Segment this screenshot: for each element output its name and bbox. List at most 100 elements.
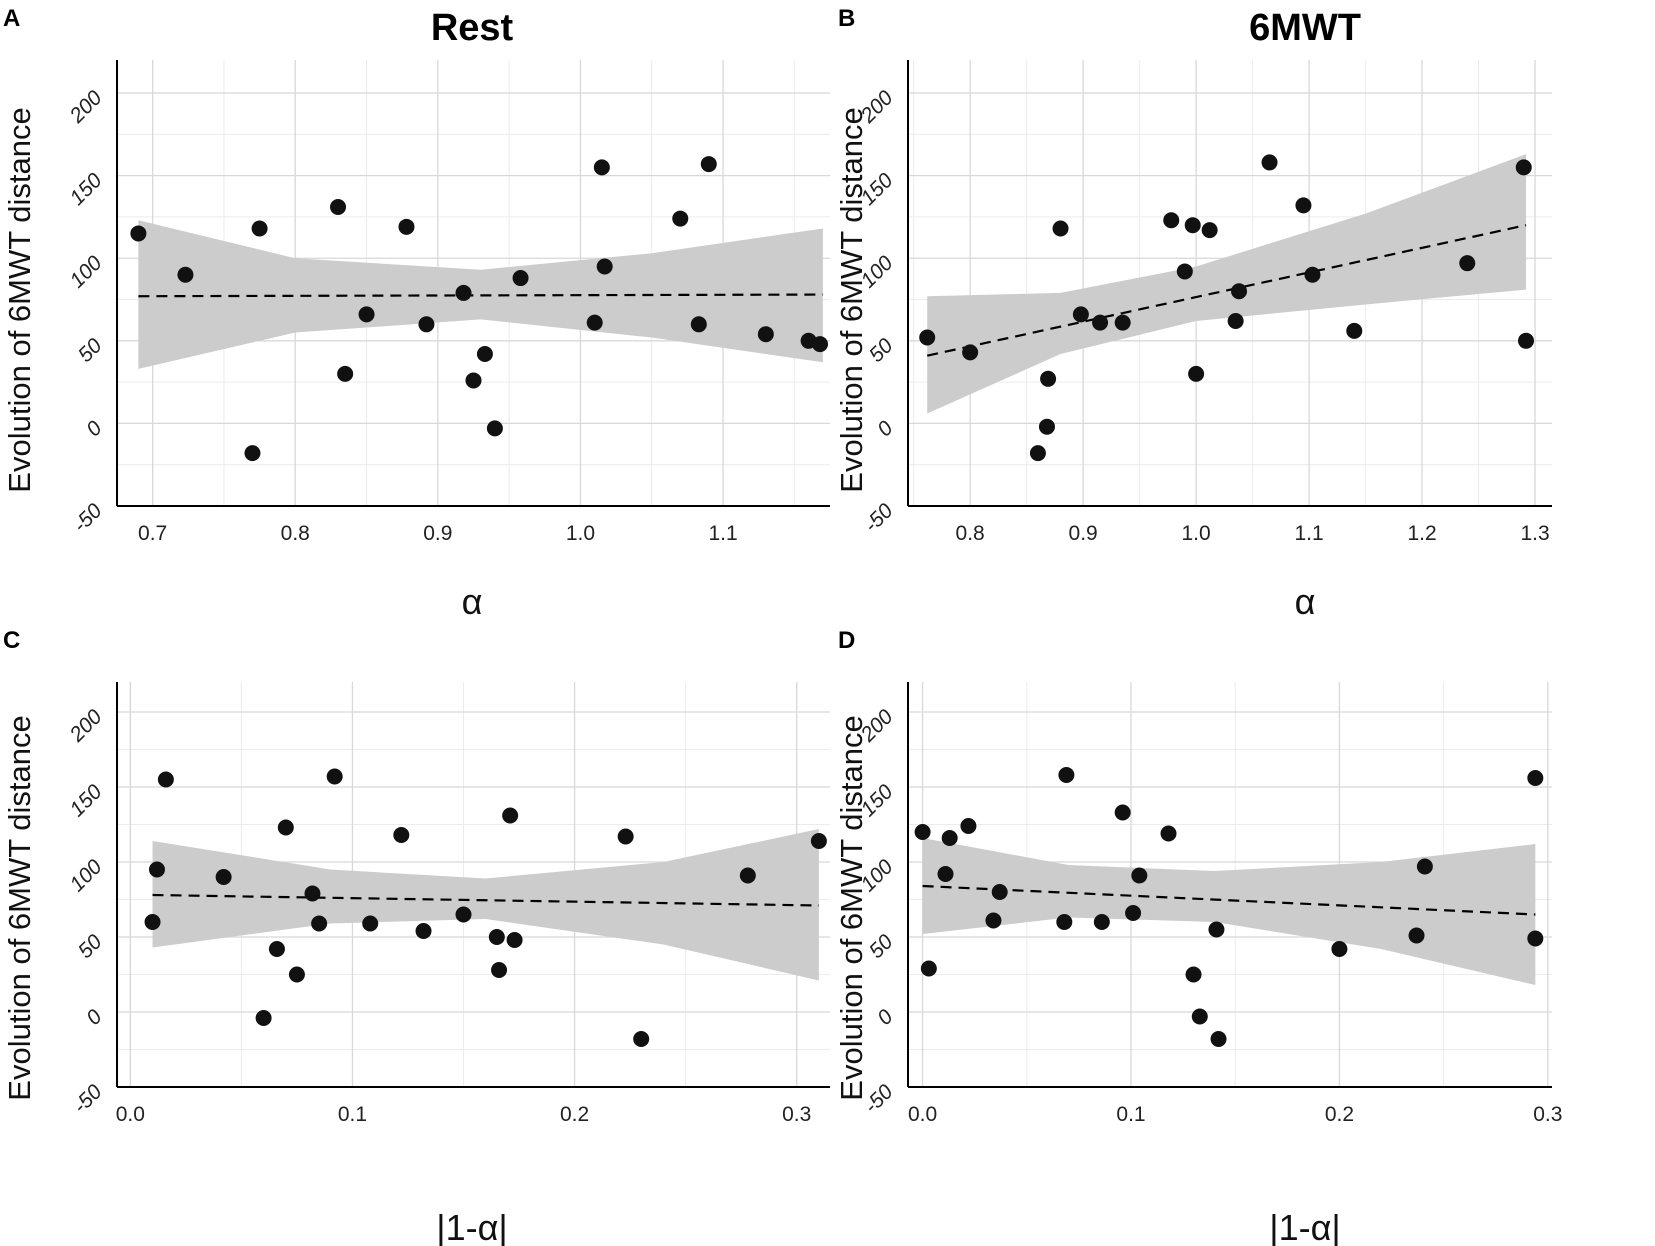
data-point xyxy=(1459,255,1476,272)
x-tick-label: 1.3 xyxy=(1520,522,1549,545)
data-point xyxy=(157,771,174,788)
y-tick-label: 150 xyxy=(65,169,106,210)
x-tick-label: 0.9 xyxy=(423,522,452,545)
x-tick-label: 0.7 xyxy=(138,522,167,545)
y-tick-label: 50 xyxy=(865,334,898,367)
data-point xyxy=(1176,263,1193,280)
data-point xyxy=(1261,154,1278,171)
panel-a: 0.7 0.8 0.9 1.0 1.1 -50 0 50 100 150 200 A Rest Ev… xyxy=(2,5,830,622)
data-point xyxy=(1527,930,1544,947)
data-point xyxy=(418,316,435,333)
data-point xyxy=(914,824,931,840)
data-point xyxy=(1114,804,1131,821)
plot-area: 0.7 0.8 0.9 1.0 1.1 -50 0 50 100 150 200 xyxy=(65,60,830,545)
data-point xyxy=(268,941,285,957)
y-tick-label: 100 xyxy=(65,251,106,292)
data-point xyxy=(288,966,305,983)
data-point xyxy=(617,828,634,845)
confidence-band xyxy=(927,154,1527,414)
data-point xyxy=(960,818,977,834)
data-point xyxy=(1304,266,1321,283)
data-point xyxy=(244,445,261,462)
data-point xyxy=(1188,365,1205,382)
data-point xyxy=(330,199,347,216)
x-tick-label: 0.0 xyxy=(116,1103,145,1126)
data-point xyxy=(455,284,472,301)
data-point xyxy=(941,830,958,846)
data-point xyxy=(398,218,415,235)
panel-label-b: B xyxy=(838,5,855,32)
data-point xyxy=(512,270,529,287)
data-point xyxy=(700,156,717,173)
data-point xyxy=(358,306,375,323)
confidence-band xyxy=(922,838,1536,985)
data-point xyxy=(1527,770,1544,786)
data-point xyxy=(488,929,505,945)
x-tick-label: 1.2 xyxy=(1407,522,1436,545)
data-point xyxy=(991,884,1008,900)
data-point xyxy=(985,912,1002,929)
panel-title-6mwt: 6MWT xyxy=(1249,7,1361,49)
regression-line xyxy=(922,884,1536,916)
y-tick-label: 50 xyxy=(74,930,107,963)
x-axis-label: α xyxy=(1295,581,1316,622)
data-point xyxy=(690,316,707,333)
data-point xyxy=(362,915,379,932)
panel-title-rest: Rest xyxy=(431,7,514,49)
data-point xyxy=(1029,445,1046,462)
data-point xyxy=(1114,314,1131,331)
data-point xyxy=(1210,1031,1227,1047)
data-point xyxy=(144,914,161,930)
data-point xyxy=(311,915,328,932)
data-point xyxy=(1184,217,1201,234)
x-axis-label: |1-α| xyxy=(436,1207,508,1246)
data-point xyxy=(1093,914,1110,930)
data-point xyxy=(633,1031,650,1047)
x-tick-label: 0.2 xyxy=(560,1103,589,1126)
y-tick-label: 200 xyxy=(65,86,107,128)
panel-label-d: D xyxy=(838,627,855,654)
data-point xyxy=(491,962,508,978)
data-point xyxy=(415,923,432,939)
data-point xyxy=(177,266,194,283)
data-point xyxy=(1331,941,1348,957)
data-point xyxy=(337,365,354,382)
data-point xyxy=(1160,825,1177,842)
x-tick-label: 0.2 xyxy=(1325,1103,1354,1126)
panel-c: 0.0 0.1 0.2 0.3 -50 0 50 100 150 200 C Evolution … xyxy=(2,627,830,1246)
data-point xyxy=(920,960,937,977)
data-point xyxy=(1052,220,1069,237)
y-tick-label: -50 xyxy=(69,1080,107,1118)
data-point xyxy=(1201,222,1218,239)
x-tick-label: 1.0 xyxy=(1182,522,1211,545)
data-point xyxy=(326,768,343,785)
regression-line xyxy=(138,293,823,298)
data-point xyxy=(1295,197,1312,214)
regression-line xyxy=(926,224,1527,357)
data-point xyxy=(1038,418,1055,435)
data-point xyxy=(1191,1008,1208,1025)
data-point xyxy=(1072,306,1089,323)
data-point xyxy=(486,420,503,437)
data-point xyxy=(810,833,827,849)
data-point xyxy=(393,827,410,843)
data-point xyxy=(937,866,954,882)
data-point xyxy=(739,867,756,884)
data-point xyxy=(506,932,523,948)
y-tick-label: 0 xyxy=(873,416,898,441)
y-axis-label: Evolution of 6MWT distance xyxy=(2,715,37,1100)
data-point xyxy=(1040,370,1057,387)
x-axis-label: |1-α| xyxy=(1269,1207,1341,1246)
y-tick-label: -50 xyxy=(69,499,107,537)
x-tick-label: 0.1 xyxy=(1116,1103,1145,1126)
y-axis-label: Evolution of 6MWT distance xyxy=(2,107,37,492)
data-point xyxy=(672,210,689,227)
y-axis-label: Evolution of 6MWT distance xyxy=(834,107,869,492)
data-point xyxy=(1185,966,1202,983)
data-point xyxy=(455,906,472,923)
data-point xyxy=(251,220,268,237)
y-tick-label: 100 xyxy=(65,855,106,896)
